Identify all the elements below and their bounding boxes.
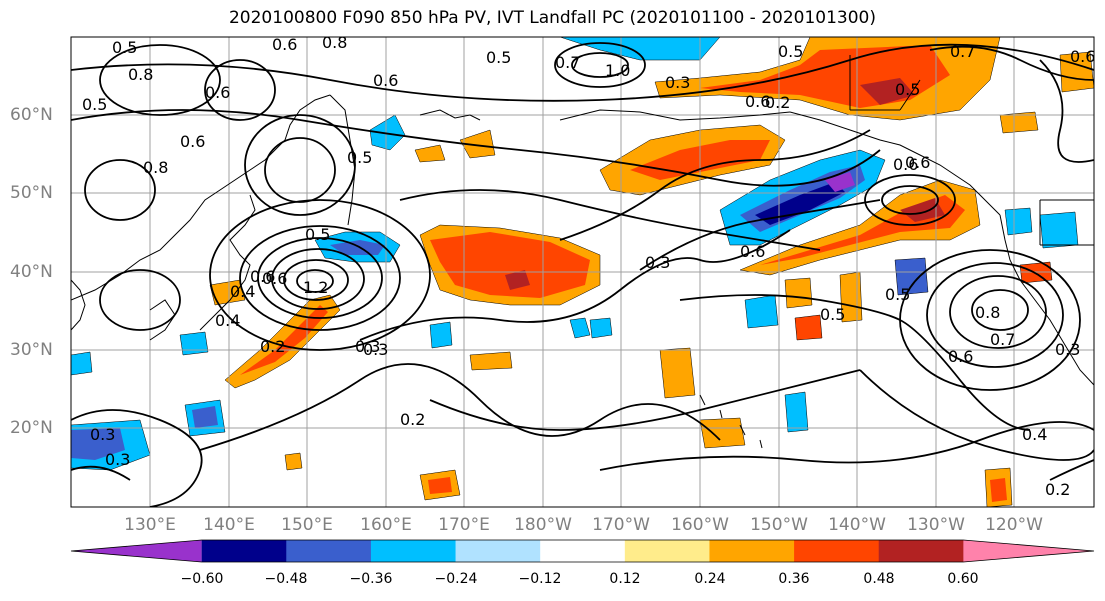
colorbar-tick-label: 0.24 [694, 571, 726, 587]
contour-label: 0.5 [82, 95, 107, 114]
contour-label: 0.3 [665, 73, 690, 92]
colorbar-tick-label: 0.12 [609, 571, 641, 587]
colorbar-swatch [370, 540, 457, 562]
colorbar-swatch [624, 540, 710, 562]
contour-label: 0.2 [400, 410, 425, 429]
lon-label-170e: 170°E [438, 515, 490, 535]
contour-label: 0.6 [1070, 47, 1095, 66]
contour-label: 0.5 [778, 42, 803, 61]
lat-label-50n: 50°N [10, 183, 53, 203]
lon-label-120w: 120°W [985, 515, 1043, 535]
contour-label: 0.6 [180, 132, 205, 151]
colorbar-swatch [878, 540, 964, 562]
colorbar [70, 539, 1095, 563]
map-frame [70, 36, 1095, 508]
contour-label: 0.5 [885, 285, 910, 304]
contour-label: 0.5 [305, 225, 330, 244]
contour-labels: 0.5 0.6 0.8 0.5 0.7 0.5 1.0 0.3 0.6 0.5 0.7 0.6 0.8 0… [82, 33, 1095, 499]
contour-label: 0.3 [1055, 340, 1080, 359]
lon-label-160e: 160°E [360, 515, 412, 535]
contour-label: 0.8 [975, 303, 1000, 322]
contour-label: 0.2 [1045, 480, 1070, 499]
coastlines [71, 55, 1094, 449]
colorbar-tick-label: −0.12 [518, 571, 562, 587]
contour-label: 0.2 [260, 337, 285, 356]
contour-label: 0.3 [355, 337, 380, 356]
contour-label: 0.6 [948, 347, 973, 366]
colorbar-tick-label: 0.60 [947, 571, 979, 587]
colorbar-tick-label: −0.24 [434, 571, 478, 587]
contour-label: 0.6 [272, 35, 297, 54]
contour-label: 0.5 [820, 305, 845, 324]
contour-label: 0.4 [230, 282, 255, 301]
colorbar-swatch [794, 540, 880, 562]
colorbar-tick-label: −0.36 [349, 571, 393, 587]
lon-label-140e: 140°E [203, 515, 255, 535]
lon-label-180w: 180°W [514, 515, 572, 535]
contour-label: 0.7 [555, 53, 580, 72]
contour-label: 0.3 [90, 425, 115, 444]
contour-label: 0.5 [112, 38, 137, 57]
contour-label: 0.6 [905, 153, 930, 172]
lat-label-60n: 60°N [10, 105, 53, 125]
colorbar-tick-label: 0.48 [863, 571, 895, 587]
colorbar-tick-label: −0.48 [264, 571, 308, 587]
contour-label: 0.6 [893, 155, 918, 174]
contour-label: 0.6 [250, 267, 275, 286]
contour-label: 0.6 [373, 71, 398, 90]
contour-label: 0.4 [1022, 425, 1047, 444]
colorbar-extend-high [963, 540, 1094, 562]
lon-label-140w: 140°W [828, 515, 886, 535]
lon-label-150w: 150°W [750, 515, 808, 535]
contour-label: 0.8 [143, 158, 168, 177]
lon-label-130e: 130°E [124, 515, 176, 535]
contour-label: 0.6 [740, 242, 765, 261]
colorbar-swatch [540, 540, 626, 562]
lat-label-20n: 20°N [10, 418, 53, 438]
contour-label: 0.6 [745, 92, 770, 111]
contour-label: 0.5 [486, 48, 511, 67]
contour-label: 0.5 [347, 148, 372, 167]
lat-label-30n: 30°N [10, 340, 53, 360]
contour-label: 0.7 [950, 42, 975, 61]
contour-label: 0.3 [645, 253, 670, 272]
lon-label-150e: 150°E [281, 515, 333, 535]
lon-label-130w: 130°W [907, 515, 965, 535]
colorbar-tick-label: −0.60 [180, 571, 224, 587]
contour-label: 0.8 [322, 33, 347, 52]
contour-label: 0.8 [128, 65, 153, 84]
colorbar-extend-low [71, 540, 202, 562]
colorbar-swatch [286, 540, 372, 562]
contour-label: 0.3 [363, 340, 388, 359]
contour-label: 0.3 [105, 450, 130, 469]
contour-label: 0.6 [205, 83, 230, 102]
colorbar-tick-label: 0.36 [778, 571, 810, 587]
pv-contours [71, 42, 1094, 507]
colorbar-swatch [709, 540, 795, 562]
contour-label: 0.4 [215, 311, 240, 330]
contour-label: 0.6 [262, 269, 287, 288]
contour-label: 0.2 [765, 93, 790, 112]
contour-label: 1.2 [303, 278, 328, 297]
colorbar-swatch [455, 540, 541, 562]
colorbar-swatch [201, 540, 287, 562]
map-title: 2020100800 F090 850 hPa PV, IVT Landfall… [228, 8, 876, 28]
contour-label: 1.0 [605, 61, 630, 80]
colorbar-outline [70, 539, 1095, 563]
lat-label-40n: 40°N [10, 262, 53, 282]
lon-label-170w: 170°W [592, 515, 650, 535]
contour-label: 0.7 [990, 330, 1015, 349]
contour-label: 0.5 [895, 80, 920, 99]
lon-label-160w: 160°W [671, 515, 729, 535]
